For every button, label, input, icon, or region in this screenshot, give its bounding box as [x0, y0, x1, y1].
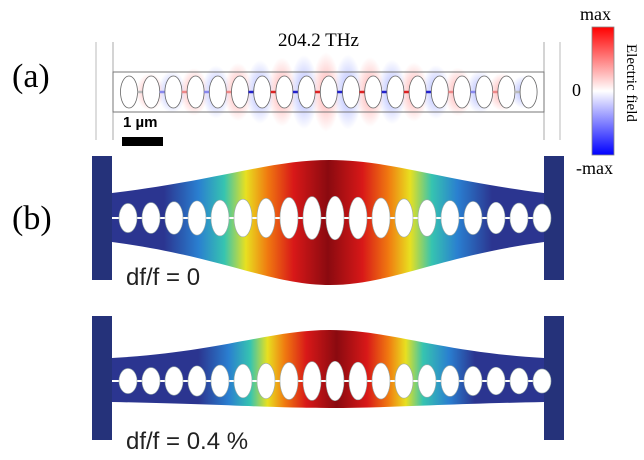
hole — [141, 202, 161, 234]
hole — [497, 75, 516, 109]
hole — [187, 365, 207, 397]
colorbar-max-label: max — [580, 4, 611, 24]
scale-bar — [122, 137, 163, 146]
hole — [275, 75, 294, 109]
hole — [118, 203, 138, 233]
hole — [394, 198, 414, 238]
hole — [233, 363, 253, 399]
hole — [408, 75, 427, 109]
hole — [233, 198, 253, 238]
hole — [342, 75, 360, 109]
hole — [486, 366, 506, 396]
hole — [302, 361, 322, 401]
hole — [164, 201, 184, 235]
hole — [186, 75, 205, 109]
colorbar-min-label: -max — [576, 158, 613, 178]
hole — [394, 363, 414, 399]
hole — [371, 197, 391, 239]
hole — [519, 75, 538, 109]
hole — [453, 75, 471, 109]
panel-a-structure — [95, 42, 561, 146]
hole — [475, 75, 494, 109]
hole — [164, 366, 184, 396]
hole — [142, 75, 161, 109]
colorbar-zero-label: 0 — [572, 80, 581, 100]
bottom-right-anchor — [544, 316, 564, 440]
hole — [210, 364, 230, 398]
hole — [253, 75, 272, 109]
hole — [256, 363, 276, 399]
hole — [208, 75, 227, 109]
colorbar — [591, 26, 615, 156]
panel-a-beam — [112, 71, 545, 113]
hole — [256, 198, 276, 238]
hole — [463, 201, 483, 235]
hole — [417, 199, 437, 237]
top-holes — [112, 195, 552, 241]
hole — [430, 75, 449, 109]
colorbar-title: Electric field — [623, 44, 639, 122]
hole — [417, 364, 437, 398]
panel-b-label: (b) — [12, 200, 52, 237]
bottom-caption: df/f = 0.4 % — [126, 428, 249, 455]
hole — [486, 201, 506, 235]
hole — [210, 199, 230, 237]
hole — [509, 367, 529, 395]
hole — [509, 202, 529, 234]
bottom-holes — [112, 360, 552, 402]
panel-a-holes — [120, 75, 538, 109]
hole — [440, 200, 460, 236]
panel-b-bottom-structure — [92, 316, 564, 440]
hole — [364, 75, 383, 109]
panel-a-label: (a) — [12, 58, 50, 95]
hole — [348, 196, 368, 240]
hole — [386, 75, 405, 109]
scale-bar-label: 1 µm — [123, 114, 158, 131]
hole — [325, 195, 345, 241]
hole — [371, 362, 391, 400]
top-caption: df/f = 0 — [126, 264, 201, 291]
bottom-left-anchor — [92, 316, 112, 440]
hole — [187, 200, 207, 236]
hole — [279, 362, 299, 400]
hole — [463, 366, 483, 396]
frequency-label: 204.2 THz — [278, 30, 359, 51]
hole — [164, 75, 183, 109]
hole — [302, 196, 322, 240]
hole — [532, 203, 552, 233]
hole — [118, 368, 138, 394]
hole — [120, 75, 138, 109]
hole — [440, 365, 460, 397]
top-right-anchor — [544, 156, 564, 280]
hole — [231, 75, 249, 109]
hole — [325, 360, 345, 402]
top-left-anchor — [92, 156, 112, 280]
hole — [532, 368, 552, 394]
hole — [297, 75, 316, 109]
hole — [348, 361, 368, 401]
hole — [319, 75, 338, 109]
hole — [141, 367, 161, 395]
hole — [279, 197, 299, 239]
panel-b-top-structure — [92, 156, 564, 285]
